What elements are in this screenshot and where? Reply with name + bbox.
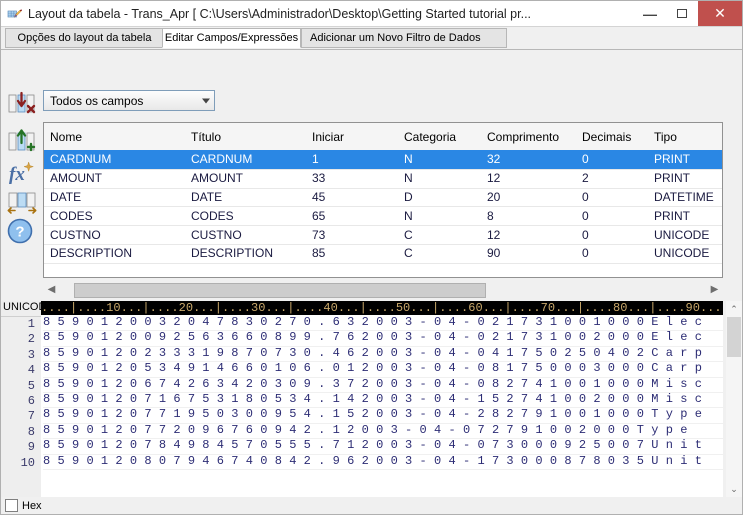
svg-text:?: ?: [15, 224, 24, 241]
